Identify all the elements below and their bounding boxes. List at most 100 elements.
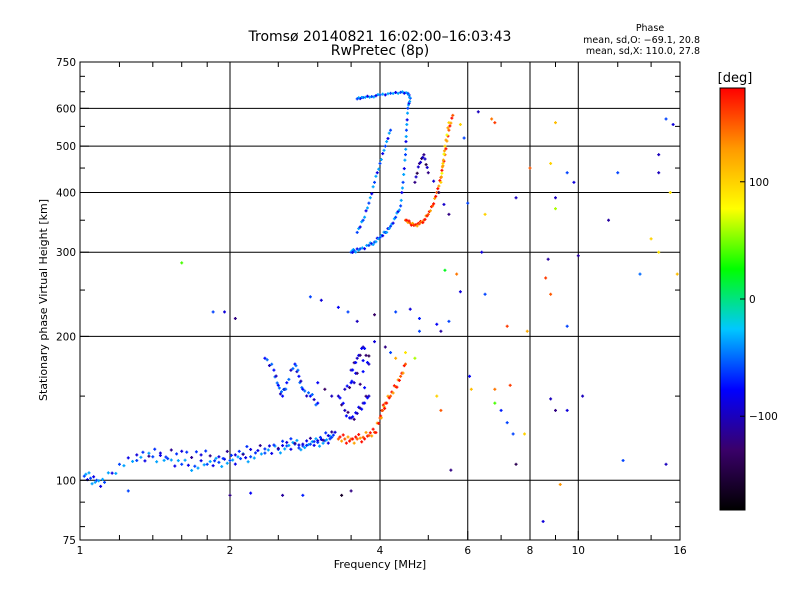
data-point [367,201,371,205]
data-point [367,362,371,366]
data-point [358,382,362,386]
data-point [281,439,285,443]
data-point [368,95,372,99]
data-point [169,458,173,462]
data-point [263,451,267,455]
data-point [324,431,328,435]
y-axis-label: Stationary phase Virtual Height [km] [37,199,50,401]
data-point [340,439,344,443]
data-point [376,93,380,97]
data-point [305,394,309,398]
data-point [399,374,403,378]
data-point [245,445,249,449]
data-point [275,381,279,385]
data-point [433,196,437,200]
data-point [308,295,312,299]
data-point [657,153,661,157]
data-point [358,436,362,440]
y-tick-label: 600 [56,103,76,115]
data-point [381,408,385,412]
data-point [246,460,250,464]
chart-title: Tromsø 20140821 16:02:00–16:03:43 [248,29,512,45]
data-point [135,453,139,457]
data-point [428,209,432,213]
data-point [438,179,442,183]
data-point [185,450,189,454]
data-point [544,276,548,280]
x-tick-label: 16 [673,545,687,557]
data-point [370,434,374,438]
data-point [383,406,387,410]
data-point [158,451,162,455]
data-point [354,435,358,439]
data-point [419,160,423,164]
data-point [126,456,130,460]
data-point [131,459,135,463]
data-point [239,457,243,461]
data-point [423,217,427,221]
data-point [225,449,229,453]
data-point [525,329,529,333]
data-point [558,482,562,486]
data-point [370,192,374,196]
data-point [233,462,237,466]
data-point [387,227,391,231]
data-point [616,171,620,175]
data-point [417,329,421,333]
data-point [379,414,383,418]
axes: 1 2 4 6 8 10 16 75 100 200 300 400 500 600 750 [56,57,687,557]
data-point [199,453,203,457]
data-point [352,417,356,421]
data-point [106,471,110,475]
data-point [403,362,407,366]
data-point [664,117,668,121]
data-point [330,430,334,434]
data-point [360,246,364,250]
colorbar: [deg] 100 0 −100 [718,71,778,511]
data-point [289,447,293,451]
data-point [421,155,425,159]
data-point [101,477,105,481]
data-point [297,374,301,378]
data-point [446,126,450,130]
plot-area [79,61,681,541]
data-point [416,165,420,169]
data-point [361,370,365,374]
data-point [422,153,426,157]
data-point [364,353,368,357]
data-point [153,447,157,451]
data-point [211,464,215,468]
data-point [541,519,545,523]
data-point [565,408,569,412]
data-point [312,443,316,447]
data-point [499,408,503,412]
data-point [404,147,408,151]
data-point [450,116,454,120]
data-point [340,403,344,407]
data-point [319,438,323,442]
data-point [294,364,298,368]
data-point [117,462,121,466]
data-point [374,240,378,244]
data-point [351,415,355,419]
data-point [581,394,585,398]
data-point [310,393,314,397]
data-point [395,385,399,389]
data-point [330,435,334,439]
data-point [391,91,395,95]
data-point [381,92,385,96]
data-point [263,356,267,360]
data-point [308,436,312,440]
data-point [351,437,355,441]
data-point [312,398,316,402]
data-point [308,394,312,398]
data-point [270,362,274,366]
data-point [379,158,383,162]
data-point [549,397,553,401]
data-point [147,451,151,455]
data-point [360,407,364,411]
data-point [374,94,378,98]
data-point [413,180,417,184]
